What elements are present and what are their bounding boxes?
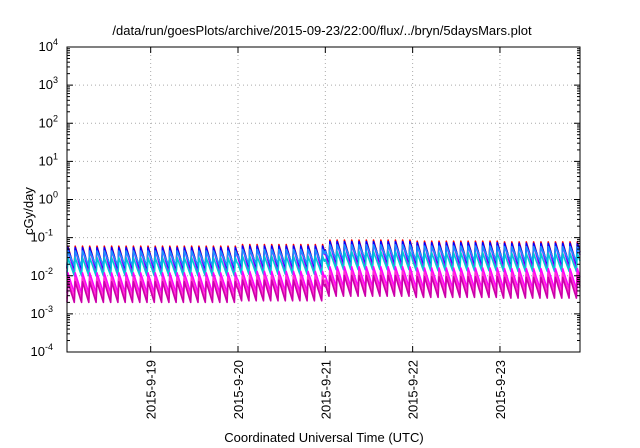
x-tick-label: 2015-9-19 [144,360,159,419]
series-line [66,274,581,304]
plot-area-frame [66,46,581,353]
y-tick-label: 100 [39,190,58,207]
y-tick-label: 101 [39,151,58,168]
y-tick-label: 10-1 [31,228,53,245]
x-axis-label: Coordinated Universal Time (UTC) [224,430,423,445]
chart-title: /data/run/goesPlots/archive/2015-09-23/2… [112,23,532,38]
y-tick-label: 102 [39,113,58,130]
y-tick-label: 104 [39,37,58,54]
x-tick-label: 2015-9-21 [318,360,333,419]
x-tick-label: 2015-9-22 [406,360,421,419]
series-line [66,265,581,294]
series-line [66,250,581,277]
x-tick-label: 2015-9-23 [493,360,508,419]
x-tick-label: 2015-9-20 [231,360,246,419]
y-tick-label: 10-2 [31,266,53,283]
axis-ticks: 10-4 10-3 10-2 10-1 100 101 102 103 104 2015-9-19… [31,37,580,419]
series-line [66,244,581,267]
y-tick-label: 10-4 [31,342,53,359]
y-tick-label: 103 [39,75,58,92]
y-axis-label: cGy/day [21,187,36,235]
y-tick-label: 10-3 [31,304,53,321]
grid-lines [67,47,580,352]
series-group [66,239,581,304]
series-line [66,270,581,300]
